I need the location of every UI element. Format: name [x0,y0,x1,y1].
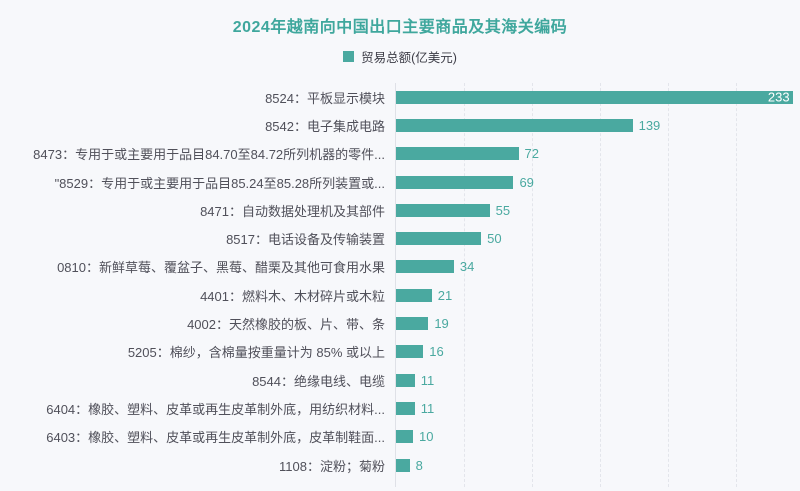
category-label: 8524：平板显示模块 [265,90,385,106]
bar-track: 50 [396,231,502,246]
gridline [668,83,670,487]
value-label: 69 [519,174,534,190]
category-label: 8544：绝缘电线、电缆 [252,373,385,389]
chart-row: "8529：专用于或主要用于品目85.24至85.28所列装置或... 69 [0,168,800,196]
category-label: 4002：天然橡胶的板、片、带、条 [187,317,385,333]
bar-track: 10 [396,429,433,444]
category-label: 8473：专用于或主要用于品目84.70至84.72所列机器的零件... [33,147,385,163]
chart-row: 8471：自动数据处理机及其部件 55 [0,196,800,224]
bar-track: 139 [396,118,660,133]
value-label: 72 [524,146,540,162]
value-label: 21 [437,287,453,303]
legend: 贸易总额(亿美元) [0,47,800,66]
value-label: 10 [419,429,434,445]
bar-track: 16 [396,344,444,359]
bar-track: 233 [396,89,793,105]
value-label: 11 [420,400,435,416]
chart-row: 6404：橡胶、塑料、皮革或再生皮革制外底，用纺织材料... 11 [0,394,800,422]
value-label: 11 [420,372,435,388]
category-label: 1108：淀粉；菊粉 [279,458,385,474]
category-label: 5205：棉纱，含棉量按重量计为 85% 或以上 [127,345,385,361]
gridline [736,83,738,487]
category-label: 6403：橡胶、塑料、皮革或再生皮革制外底，皮革制鞋面... [46,430,385,446]
chart-rows: 8524：平板显示模块 233 8542：电子集成电路 139 8473：专用于或主要用… [0,83,800,479]
chart-title: 2024年越南向中国出口主要商品及其海关编码 [232,19,568,36]
bar-track: 55 [396,203,510,218]
value-label: 233 [767,89,790,105]
category-label: 8517：电话设备及传输装置 [226,232,385,248]
category-label: 8542：电子集成电路 [265,118,385,134]
value-label: 139 [638,117,661,133]
bar [396,232,482,246]
chart-grid [395,83,797,487]
chart-row: 5205：棉纱，含棉量按重量计为 85% 或以上 16 [0,338,800,366]
chart-row: 8544：绝缘电线、电缆 11 [0,366,800,394]
category-label: "8529：专用于或主要用于品目85.24至85.28所列装置或... [54,175,385,191]
gridline [532,83,534,487]
bar [396,317,429,331]
gridline [464,83,466,487]
bar [396,458,410,472]
bar-chart: 8524：平板显示模块 233 8542：电子集成电路 139 8473：专用于或主要用… [0,83,800,491]
bar-track: 21 [396,288,452,303]
value-label: 16 [429,344,444,360]
bar-track: 11 [396,401,434,416]
chart-row: 4002：天然橡胶的板、片、带、条 19 [0,309,800,337]
bar [396,430,414,444]
chart-row: 8473：专用于或主要用于品目84.70至84.72所列机器的零件... 72 [0,140,800,168]
bar [396,147,519,161]
bar [396,260,454,274]
bar-track: 8 [396,458,423,473]
category-label: 0810：新鲜草莓、覆盆子、黑莓、醋栗及其他可食用水果 [57,260,385,276]
bar-track: 19 [396,316,449,331]
gridline [600,83,602,487]
bar [396,401,415,415]
chart-row: 0810：新鲜草莓、覆盆子、黑莓、醋栗及其他可食用水果 34 [0,253,800,281]
chart-row: 1108：淀粉；菊粉 8 [0,451,800,479]
bar [396,345,424,359]
value-label: 34 [459,259,475,275]
legend-swatch-icon [343,51,355,62]
chart-row: 8542：电子集成电路 139 [0,111,800,139]
category-label: 4401：燃料木、木材碎片或木粒 [200,288,385,304]
bar [396,118,633,132]
category-label: 8471：自动数据处理机及其部件 [200,203,385,219]
chart-row: 8524：平板显示模块 233 [0,83,800,111]
bar [396,203,490,217]
legend-label: 贸易总额(亿美元) [361,51,457,65]
bar [396,373,415,387]
value-label: 50 [487,231,502,247]
chart-row: 6403：橡胶、塑料、皮革或再生皮革制外底，皮革制鞋面... 10 [0,423,800,451]
bar-track: 69 [396,175,534,190]
value-label: 8 [415,457,423,473]
bar: 233 [396,89,793,105]
category-label: 6404：橡胶、塑料、皮革或再生皮革制外底，用纺织材料... [46,401,385,417]
chart-row: 8517：电话设备及传输装置 50 [0,224,800,252]
bar-track: 72 [396,146,539,161]
value-label: 55 [495,202,511,218]
bar-track: 34 [396,259,474,274]
bar-track: 11 [396,373,434,388]
bar [396,288,432,302]
bar [396,175,514,189]
value-label: 19 [434,316,449,332]
chart-row: 4401：燃料木、木材碎片或木粒 21 [0,281,800,309]
